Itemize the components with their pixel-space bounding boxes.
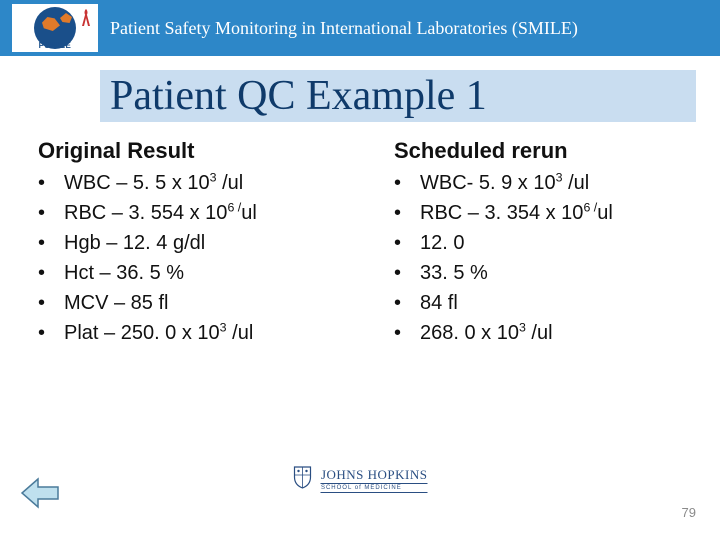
list-item: •12. 0 <box>394 232 700 255</box>
bullet-icon: • <box>394 202 420 225</box>
list-item-text: 33. 5 % <box>420 262 488 285</box>
bullet-icon: • <box>394 322 420 345</box>
list-item: •Hgb – 12. 4 g/dl <box>38 232 344 255</box>
list-item: •WBC – 5. 5 x 103 /ul <box>38 172 344 195</box>
list-item: •RBC – 3. 554 x 106 /ul <box>38 202 344 225</box>
slide-title-band: Patient QC Example 1 <box>100 70 696 122</box>
ribbon-icon <box>80 8 92 28</box>
header-bar: PSMILE Patient Safety Monitoring in Inte… <box>0 0 720 56</box>
list-item-text: WBC- 5. 9 x 103 /ul <box>420 172 589 195</box>
list-item-text: 84 fl <box>420 292 458 315</box>
list-item-text: MCV – 85 fl <box>64 292 168 315</box>
list-item-text: 12. 0 <box>420 232 464 255</box>
list-item: •268. 0 x 103 /ul <box>394 322 700 345</box>
bullet-icon: • <box>38 202 64 225</box>
footer-logo-sub: SCHOOL of MEDICINE <box>321 483 428 493</box>
list-item-text: Hct – 36. 5 % <box>64 262 184 285</box>
left-column: Original Result •WBC – 5. 5 x 103 /ul•RB… <box>38 138 344 352</box>
logo-label: PSMILE <box>12 41 98 50</box>
list-item-text: Hgb – 12. 4 g/dl <box>64 232 205 255</box>
list-item: •Hct – 36. 5 % <box>38 262 344 285</box>
list-item-text: RBC – 3. 354 x 106 /ul <box>420 202 613 225</box>
list-item: •84 fl <box>394 292 700 315</box>
left-heading: Original Result <box>38 138 344 164</box>
bullet-icon: • <box>38 232 64 255</box>
johns-hopkins-logo: JOHNS HOPKINS SCHOOL of MEDICINE <box>293 465 428 494</box>
list-item: •RBC – 3. 354 x 106 /ul <box>394 202 700 225</box>
slide-title: Patient QC Example 1 <box>110 72 686 120</box>
page-number: 79 <box>682 505 696 520</box>
bullet-icon: • <box>394 232 420 255</box>
list-item-text: 268. 0 x 103 /ul <box>420 322 553 345</box>
bullet-icon: • <box>394 292 420 315</box>
bullet-icon: • <box>38 322 64 345</box>
footer-logo-main: JOHNS HOPKINS <box>321 467 428 483</box>
list-item-text: RBC – 3. 554 x 106 /ul <box>64 202 257 225</box>
header-title: Patient Safety Monitoring in Internation… <box>110 18 578 39</box>
list-item: •WBC- 5. 9 x 103 /ul <box>394 172 700 195</box>
back-arrow-button[interactable] <box>18 475 62 516</box>
list-item-text: WBC – 5. 5 x 103 /ul <box>64 172 243 195</box>
bullet-icon: • <box>38 172 64 195</box>
right-column: Scheduled rerun •WBC- 5. 9 x 103 /ul•RBC… <box>394 138 700 352</box>
bullet-icon: • <box>38 292 64 315</box>
bullet-icon: • <box>394 172 420 195</box>
list-item: •33. 5 % <box>394 262 700 285</box>
bullet-icon: • <box>394 262 420 285</box>
list-item: •Plat – 250. 0 x 103 /ul <box>38 322 344 345</box>
bullet-icon: • <box>38 262 64 285</box>
shield-icon <box>293 465 313 494</box>
right-heading: Scheduled rerun <box>394 138 700 164</box>
list-item: •MCV – 85 fl <box>38 292 344 315</box>
list-item-text: Plat – 250. 0 x 103 /ul <box>64 322 253 345</box>
psmile-logo: PSMILE <box>12 4 98 52</box>
content-area: Original Result •WBC – 5. 5 x 103 /ul•RB… <box>0 130 720 352</box>
